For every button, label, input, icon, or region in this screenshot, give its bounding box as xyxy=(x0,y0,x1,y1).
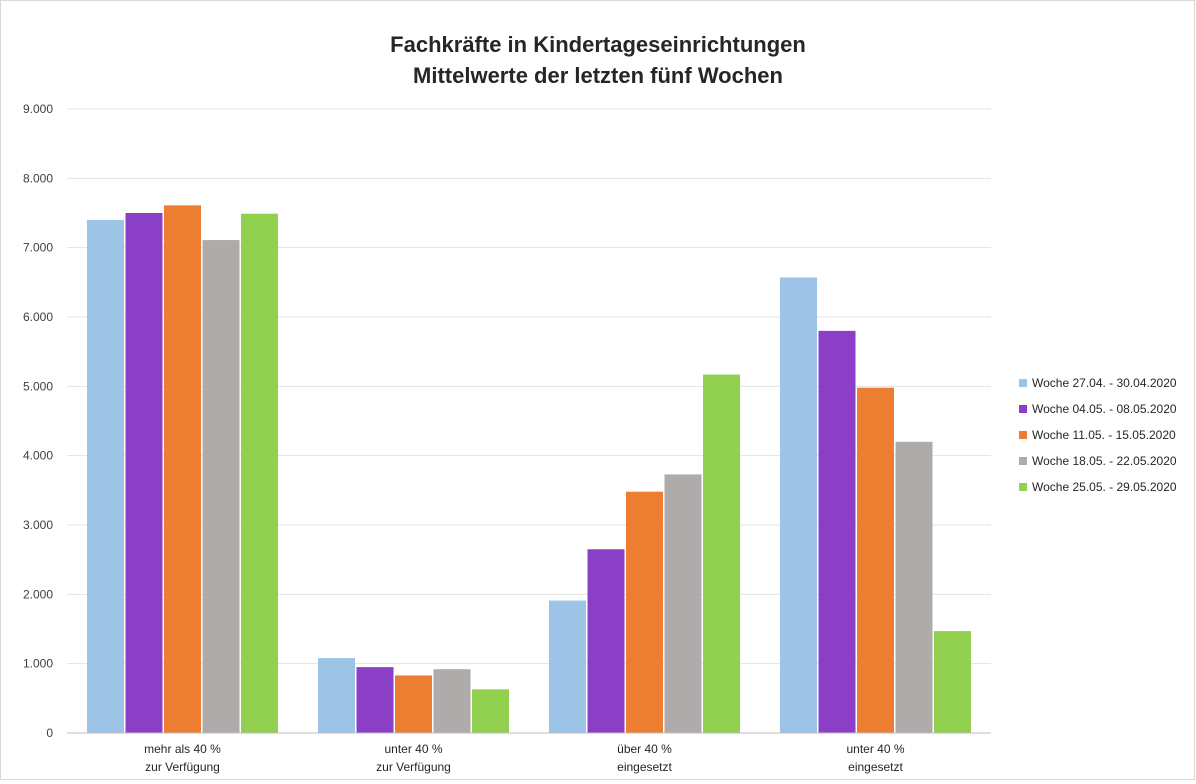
bar xyxy=(125,213,163,733)
bar xyxy=(318,658,355,733)
bar xyxy=(472,689,509,733)
bar xyxy=(164,205,201,733)
x-category-label: zur Verfügung xyxy=(376,760,451,774)
y-axis-tick-labels: 0 1.000 2.000 3.000 4.000 5.000 6.000 7.000 8.00… xyxy=(23,102,53,740)
bar xyxy=(202,240,240,734)
legend-label: Woche 27.04. - 30.04.2020 xyxy=(1032,376,1177,390)
x-category-label: mehr als 40 % xyxy=(144,742,221,756)
legend-label: Woche 25.05. - 29.05.2020 xyxy=(1032,480,1177,494)
x-category-label: unter 40 % xyxy=(846,742,904,756)
legend-label: Woche 18.05. - 22.05.2020 xyxy=(1032,454,1177,468)
chart-title-line-1: Fachkräfte in Kindertageseinrichtungen xyxy=(390,32,806,57)
x-category-label: über 40 % xyxy=(617,742,672,756)
y-tick-label: 0 xyxy=(46,726,53,740)
y-tick-label: 3.000 xyxy=(23,518,53,532)
x-axis-category-labels: mehr als 40 % zur Verfügung unter 40 % zur … xyxy=(144,742,905,774)
bar xyxy=(626,491,663,733)
bar xyxy=(549,600,586,733)
legend-swatch xyxy=(1019,379,1027,387)
legend: Woche 27.04. - 30.04.2020 Woche 04.05. - … xyxy=(1019,376,1177,494)
x-category-label: zur Verfügung xyxy=(145,760,220,774)
bars xyxy=(87,205,971,734)
y-tick-label: 5.000 xyxy=(23,379,53,393)
y-tick-label: 9.000 xyxy=(23,102,53,116)
y-tick-label: 2.000 xyxy=(23,587,53,601)
bar xyxy=(356,667,394,733)
bar xyxy=(87,219,124,733)
legend-swatch xyxy=(1019,431,1027,439)
y-tick-label: 8.000 xyxy=(23,171,53,185)
bar xyxy=(780,277,817,733)
y-tick-label: 6.000 xyxy=(23,310,53,324)
x-category-label: eingesetzt xyxy=(848,760,903,774)
bar xyxy=(395,675,432,733)
y-tick-label: 7.000 xyxy=(23,241,53,255)
bar xyxy=(857,387,894,733)
bar xyxy=(895,441,933,733)
legend-swatch xyxy=(1019,457,1027,465)
x-category-label: unter 40 % xyxy=(384,742,442,756)
bar xyxy=(587,549,625,733)
bar xyxy=(433,669,471,733)
bar xyxy=(818,330,856,733)
bar xyxy=(664,474,702,733)
chart-title: Fachkräfte in Kindertageseinrichtungen M… xyxy=(390,32,806,88)
y-tick-label: 1.000 xyxy=(23,657,53,671)
x-category-label: eingesetzt xyxy=(617,760,672,774)
legend-swatch xyxy=(1019,405,1027,413)
legend-swatch xyxy=(1019,483,1027,491)
legend-label: Woche 04.05. - 08.05.2020 xyxy=(1032,402,1177,416)
bar xyxy=(241,213,278,733)
y-tick-label: 4.000 xyxy=(23,449,53,463)
legend-label: Woche 11.05. - 15.05.2020 xyxy=(1032,428,1176,442)
bar xyxy=(934,631,971,733)
chart-title-line-2: Mittelwerte der letzten fünf Wochen xyxy=(413,63,783,88)
bar xyxy=(703,374,740,733)
